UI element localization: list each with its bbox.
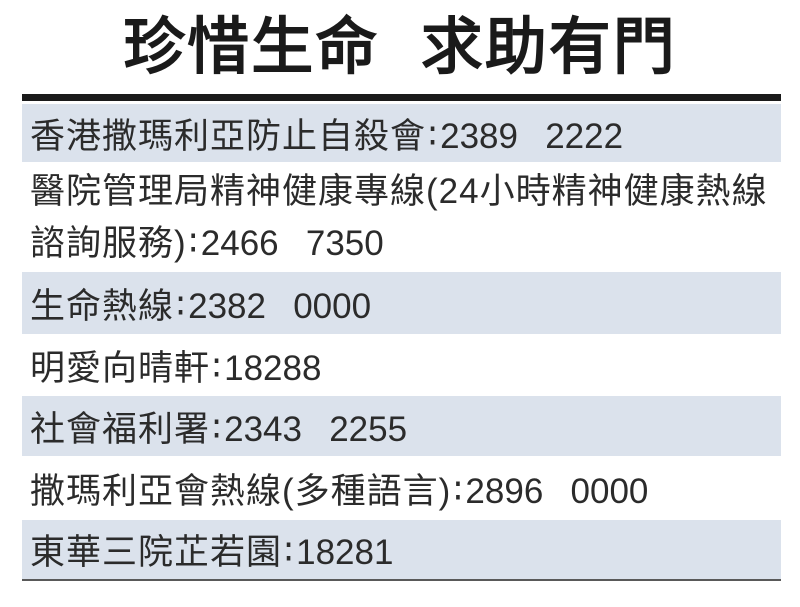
bottom-rule xyxy=(22,579,781,581)
hotline-label: 社會福利署 xyxy=(30,409,211,449)
hotline-phone: 2343 2255 xyxy=(224,409,408,449)
hotline-label: 撒瑪利亞會熱線(多種語言) xyxy=(30,471,452,511)
colon-separator: ∶ xyxy=(453,471,464,511)
colon-separator: ∶ xyxy=(176,286,187,326)
colon-separator: ∶ xyxy=(212,409,223,449)
hotline-phone: 2382 0000 xyxy=(188,286,372,326)
hotline-phone: 18288 xyxy=(224,348,322,388)
hotline-label: 生命熱線 xyxy=(30,286,175,326)
colon-separator: ∶ xyxy=(188,224,199,263)
hotline-text: 香港撒瑪利亞防止自殺會∶2389 2222 xyxy=(30,108,623,159)
hotline-text: 明愛向晴軒∶18288 xyxy=(30,340,321,391)
hotline-phone: 18281 xyxy=(296,533,394,572)
hotline-label: 東華三院芷若園 xyxy=(30,533,283,572)
title-divider-bar xyxy=(22,94,781,101)
hotline-text: 生命熱線∶2382 0000 xyxy=(30,278,371,329)
hotline-row: 東華三院芷若園∶18281 xyxy=(22,520,781,579)
hotline-row: 明愛向晴軒∶18288 xyxy=(22,334,781,396)
hotline-row: 生命熱線∶2382 0000 xyxy=(22,272,781,334)
hotline-label: 明愛向晴軒 xyxy=(30,348,211,388)
colon-separator: ∶ xyxy=(284,533,295,572)
colon-separator: ∶ xyxy=(212,348,223,388)
page-title: 珍惜生命 求助有門 xyxy=(123,14,677,82)
hotline-label: 醫院管理局精神健康專線(24小時精神健康熱線諮詢服務) xyxy=(30,172,768,263)
hotline-phone: 2389 2222 xyxy=(440,116,624,156)
hotline-row: 撒瑪利亞會熱線(多種語言)∶2896 0000 xyxy=(22,456,781,520)
hotline-text: 撒瑪利亞會熱線(多種語言)∶2896 0000 xyxy=(30,463,648,514)
hotline-phone: 2466 7350 xyxy=(200,224,384,263)
hotline-row: 香港撒瑪利亞防止自殺會∶2389 2222 xyxy=(22,104,781,162)
hotline-text: 東華三院芷若園∶18281 xyxy=(30,524,393,575)
hotline-row: 社會福利署∶2343 2255 xyxy=(22,396,781,456)
hotline-row: 醫院管理局精神健康專線(24小時精神健康熱線諮詢服務)∶2466 7350 xyxy=(22,162,781,272)
page: 珍惜生命 求助有門 香港撒瑪利亞防止自殺會∶2389 2222 醫院管理局精神健… xyxy=(0,6,800,607)
hotline-label: 香港撒瑪利亞防止自殺會 xyxy=(30,116,427,156)
hotline-text: 社會福利署∶2343 2255 xyxy=(30,401,407,452)
hotline-phone: 2896 0000 xyxy=(465,471,649,511)
hotline-table: 香港撒瑪利亞防止自殺會∶2389 2222 醫院管理局精神健康專線(24小時精神… xyxy=(22,94,781,581)
colon-separator: ∶ xyxy=(428,116,439,156)
hotline-text: 醫院管理局精神健康專線(24小時精神健康熱線諮詢服務)∶2466 7350 xyxy=(30,166,777,270)
